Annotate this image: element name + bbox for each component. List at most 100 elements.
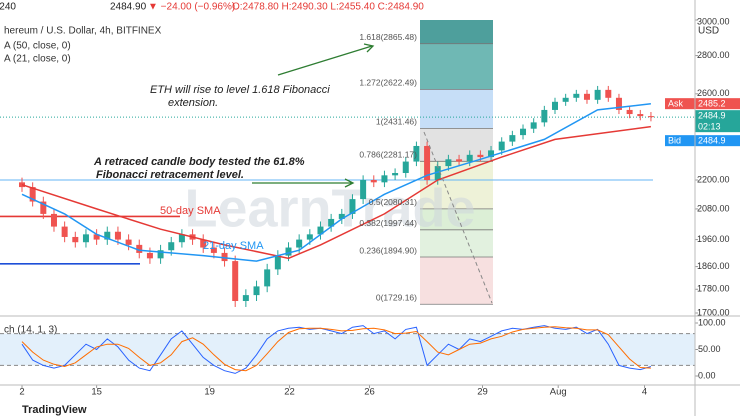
candle-body [210,247,217,253]
x-tick-label: 26 [364,387,375,398]
last-price: 2484.90 [110,2,147,13]
candle-body [168,242,175,251]
fib-band [420,229,493,258]
candle-body [424,145,431,180]
candle-body [232,261,239,302]
change: ▼ −24.00 (−0.96%) [148,2,235,13]
fib-band [420,20,493,44]
candle-body [541,109,548,123]
projection-line [423,131,493,304]
candle-body [647,116,654,118]
indicator: A (50, close, 0) [4,41,71,52]
sma-line [21,125,651,260]
arrow [252,178,355,188]
candle-body [573,93,580,98]
candle-body [50,213,57,227]
candle-body [274,255,281,270]
candle-body [157,250,164,259]
candle-body [93,234,100,240]
candle-body [253,286,260,296]
candle-body [530,122,537,129]
marks [19,85,654,374]
labels: 1.618(2865.48) 1.272(2622.49) 1(2431.46) 0.… [19,16,740,398]
watermark: LearnTrade [184,178,475,238]
stoch-tick-label: 100.00 [698,317,726,327]
bid-box [665,135,740,147]
stoch-band [0,333,695,366]
candle-body [338,213,345,219]
annotation: Fibonacci retracement level. [96,169,244,181]
candle-body [615,97,622,110]
fib-band [420,43,493,90]
candle-body [285,247,292,256]
arrow [277,43,375,76]
y-tick-label: 1700.00 [697,307,730,317]
fib-label: 0(1729.16) [376,292,417,302]
candle-body [306,234,313,240]
axis-unit: USD [698,26,719,37]
y-tick-label: 2600.00 [697,88,730,98]
timer: 02:13 [698,122,721,132]
candle-body [456,159,463,162]
fib-band [420,161,493,209]
candle-body [72,236,79,243]
candle-body [381,175,388,183]
x-tick-label: 19 [204,387,215,398]
stoch-title: ch (14, 1, 3) [4,325,57,336]
sma-label: 21-day SMA [203,240,264,252]
stoch-tick-label: 0.00 [698,370,716,380]
fib-label: 1.618(2865.48) [359,32,417,42]
subtitle: hereum / U.S. Dollar, 4h, BITFINEX [4,26,162,37]
ask-label: Ask [668,99,684,109]
annotation: ETH will rise to level 1.618 Fibonacci [150,84,330,96]
ask-box [665,98,740,110]
annotation: A retraced candle body tested the 61.8% [93,156,305,168]
fib-band [420,257,493,305]
candle-body [594,89,601,100]
grid: LearnTrade [0,19,698,388]
candle-body [349,199,356,214]
annotation: extension. [168,97,218,109]
candle-body [637,114,644,117]
indicator: A (21, close, 0) [4,54,71,65]
y-tick-label: 2800.00 [697,50,730,60]
fib-label: 0.5(2080.31) [369,197,417,207]
fib-band [420,208,493,230]
fib-label: 1.272(2622.49) [359,78,417,88]
candle-body [562,97,569,102]
sma-label: 50-day SMA [160,205,221,217]
candle-body [242,295,249,302]
fib-label: 0.236(1894.90) [359,245,417,255]
y-tick-label: 1960.00 [697,234,730,244]
candle-body [317,226,324,235]
candle-body [520,128,527,136]
candle-body [434,166,441,180]
candle-body [221,252,228,262]
fib-zone [420,20,493,305]
candle-body [583,93,590,100]
candle-body [477,154,484,158]
stoch-line [21,325,652,374]
candle-body [466,154,473,162]
y-tick-label: 1860.00 [697,261,730,271]
x-tick-label: 22 [284,387,295,398]
y-tick-label: 2080.00 [697,203,730,213]
ohlc: O:2478.80 H:2490.30 L:2455.40 C:2484.90 [232,2,424,13]
sma-line [21,103,651,262]
candle-body [392,173,399,176]
y-tick-label: 2200.00 [697,174,730,184]
x-tick-label: 15 [91,387,102,398]
candle-body [114,231,121,240]
x-tick-label: 29 [477,387,488,398]
ask-value: 2485.2 [698,99,726,109]
last-box [695,110,740,133]
candle-body [29,187,36,202]
candle-body [328,218,335,227]
brand: TradingView [22,404,87,416]
candle-body [40,201,47,214]
candle-body [605,89,612,98]
candle-body [178,234,185,243]
symbol: FINEX:ETHUSD, 240 [0,2,16,13]
candle-body [370,179,377,183]
